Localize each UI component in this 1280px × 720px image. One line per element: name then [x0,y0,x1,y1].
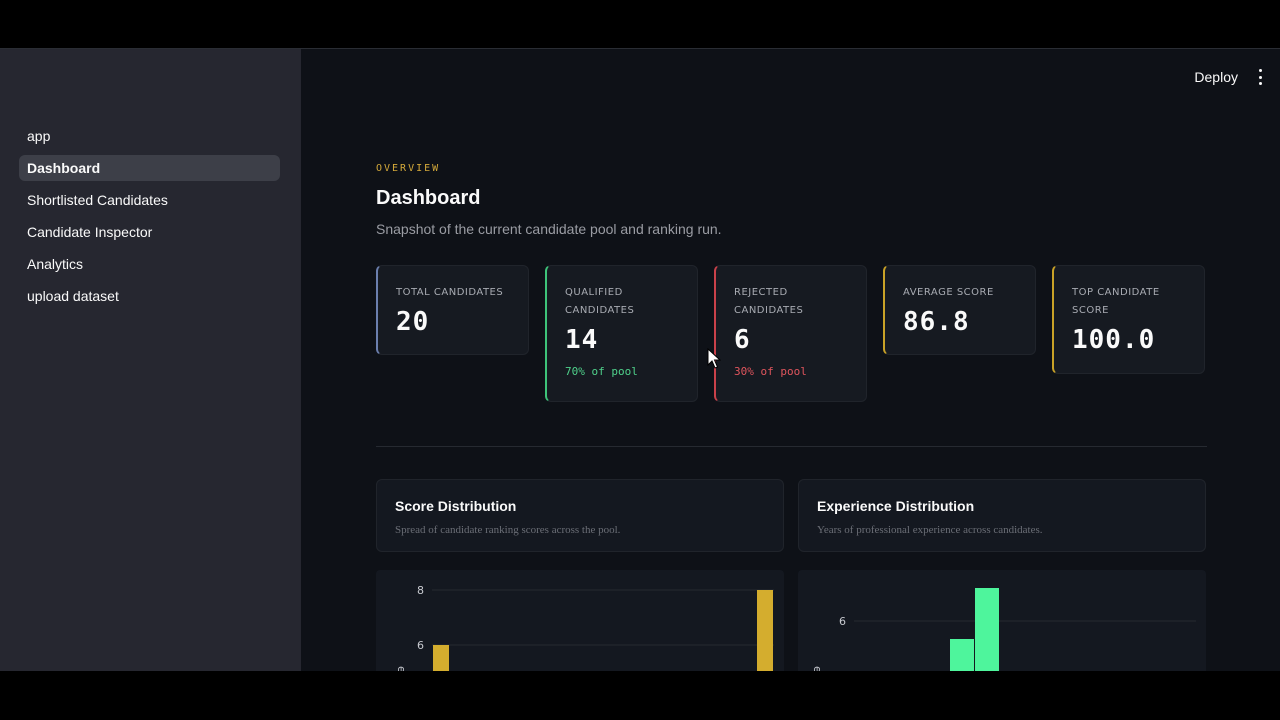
page-eyebrow: OVERVIEW [376,163,441,174]
more-menu-icon[interactable] [1258,69,1262,85]
app-window: app Dashboard Shortlisted Candidates Can… [0,49,1280,671]
y-axis-label: es [811,666,824,671]
metric-subtext: 70% of pool [565,365,638,378]
bar [433,645,449,671]
panel-subtitle: Years of professional experience across … [817,524,1043,536]
sidebar-item-dashboard[interactable]: Dashboard [19,155,280,181]
panel-subtitle: Spread of candidate ranking scores acros… [395,524,621,536]
y-tick-label: 6 [839,615,846,628]
sidebar-item-upload-dataset[interactable]: upload dataset [27,288,119,304]
sidebar-item-shortlisted-candidates[interactable]: Shortlisted Candidates [27,192,168,208]
sidebar-item-app[interactable]: app [27,128,51,144]
sidebar-item-analytics[interactable]: Analytics [27,256,84,272]
page-subtitle: Snapshot of the current candidate pool a… [376,221,722,237]
section-divider [376,446,1207,447]
window-top-border [0,48,1280,49]
mouse-cursor-icon [707,348,721,369]
sidebar-item-candidate-inspector[interactable]: Candidate Inspector [27,224,153,240]
experience-distribution-svg: 6 es [811,588,1196,671]
score-distribution-header: Score Distribution Spread of candidate r… [376,479,784,552]
metric-cards: TOTAL CANDIDATES 20 QUALIFIED CANDIDATES… [376,265,1207,405]
bar [975,588,999,671]
metric-label: REJECTED CANDIDATES [734,287,804,316]
y-tick-label: 6 [417,639,424,652]
y-tick-label: 8 [417,584,424,597]
metric-label: TOTAL CANDIDATES [396,287,504,298]
deploy-button[interactable]: Deploy [1194,69,1238,85]
panel-title: Experience Distribution [817,498,975,514]
metric-value: 20 [396,307,430,337]
metric-label: AVERAGE SCORE [903,287,994,298]
sidebar: app Dashboard Shortlisted Candidates Can… [0,49,301,671]
score-distribution-svg: 6 8 es [395,584,774,671]
metric-value: 100.0 [1072,325,1156,355]
header-actions: Deploy [1194,69,1262,85]
metric-card-total-candidates: TOTAL CANDIDATES 20 [376,265,529,355]
y-axis-label: es [395,666,408,671]
metric-value: 6 [734,325,751,355]
bar [950,639,974,671]
metric-card-top-candidate-score: TOP CANDIDATE SCORE 100.0 [1052,265,1205,374]
page-title: Dashboard [376,187,481,209]
sidebar-nav: app Dashboard Shortlisted Candidates Can… [19,123,280,315]
metric-card-qualified-candidates: QUALIFIED CANDIDATES 14 70% of pool [545,265,698,402]
metric-value: 14 [565,325,599,355]
metric-card-rejected-candidates: REJECTED CANDIDATES 6 30% of pool [714,265,867,402]
experience-distribution-chart: 6 es [798,570,1206,671]
bar [757,590,773,671]
score-distribution-chart: 6 8 es [376,570,784,671]
panel-title: Score Distribution [395,498,517,514]
metric-label: QUALIFIED CANDIDATES [565,287,635,316]
experience-distribution-header: Experience Distribution Years of profess… [798,479,1206,552]
metric-subtext: 30% of pool [734,365,807,378]
metric-label: TOP CANDIDATE SCORE [1072,287,1160,316]
metric-value: 86.8 [903,307,970,337]
metric-card-average-score: AVERAGE SCORE 86.8 [883,265,1036,355]
